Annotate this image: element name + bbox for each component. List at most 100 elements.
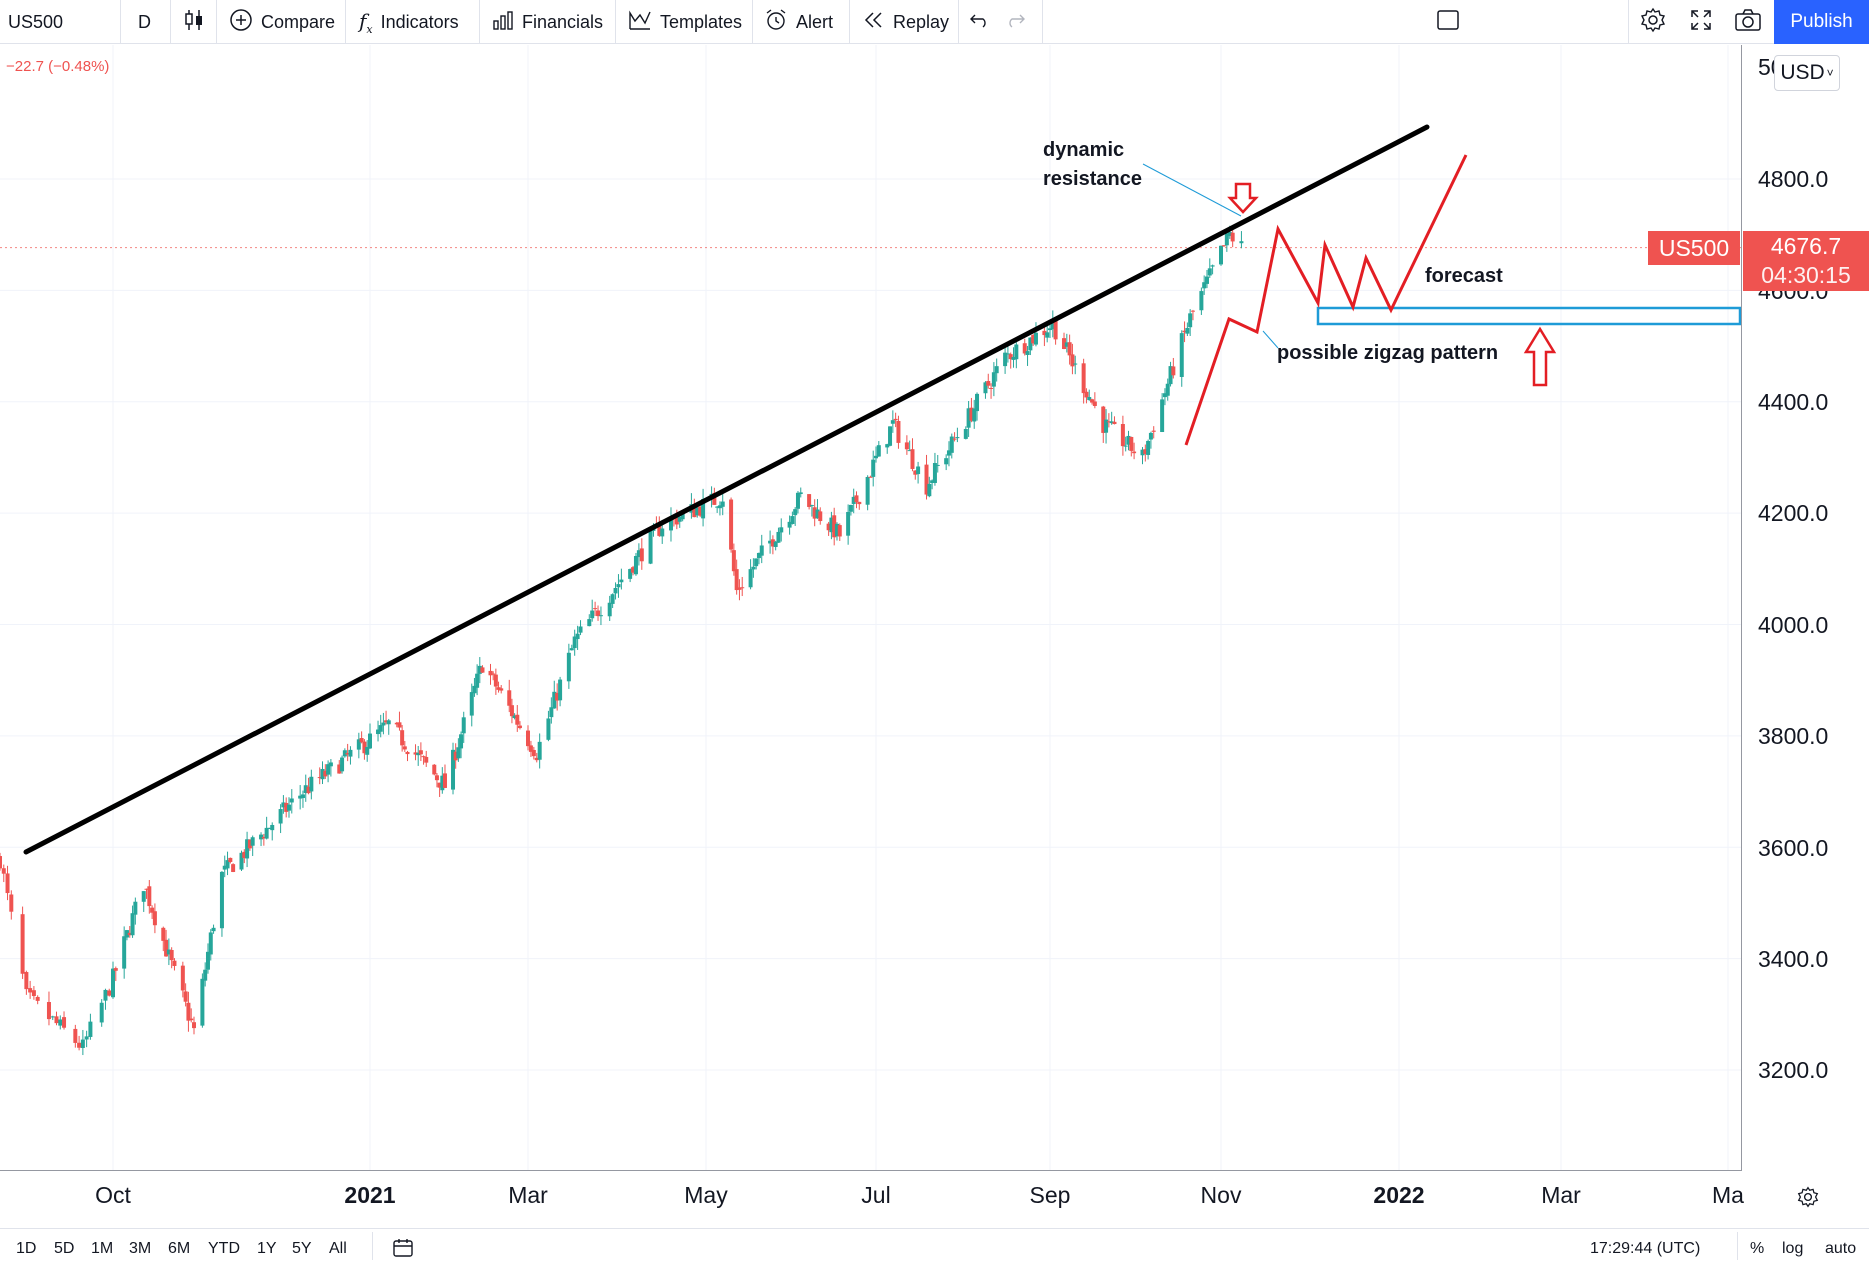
range-1d[interactable]: 1D bbox=[16, 1240, 37, 1257]
indicators-label: Indicators bbox=[380, 11, 459, 32]
range-all[interactable]: All bbox=[329, 1240, 347, 1257]
candle-body bbox=[111, 968, 115, 998]
utc-clock[interactable]: 17:29:44 (UTC) bbox=[1590, 1240, 1701, 1257]
candle-body bbox=[1165, 383, 1170, 396]
range-5d[interactable]: 5D bbox=[54, 1240, 75, 1257]
gear-icon bbox=[1797, 1186, 1819, 1212]
candle-body bbox=[633, 556, 638, 575]
candle-body bbox=[46, 1002, 51, 1020]
candle-body bbox=[972, 408, 977, 422]
bottom-divider bbox=[372, 1232, 373, 1260]
toolbar-divider bbox=[615, 0, 616, 44]
compare-button[interactable]: Compare bbox=[229, 0, 335, 44]
candle-body bbox=[278, 809, 283, 824]
candle-body bbox=[317, 777, 322, 779]
candle-body bbox=[1224, 233, 1229, 246]
candle-body bbox=[1202, 282, 1207, 289]
candle-body bbox=[164, 939, 169, 957]
candle-body bbox=[770, 539, 775, 547]
candle-body bbox=[587, 619, 592, 627]
chart-type-button[interactable] bbox=[183, 0, 205, 44]
candle-body bbox=[62, 1017, 67, 1028]
fullscreen-button[interactable] bbox=[1689, 0, 1713, 44]
candle-body bbox=[200, 978, 205, 1026]
candle-body bbox=[924, 464, 929, 495]
candle-body bbox=[342, 750, 347, 757]
candle-body bbox=[549, 707, 554, 718]
candle-body bbox=[893, 418, 898, 421]
down-arrow-icon bbox=[1227, 182, 1259, 214]
replay-button[interactable]: Replay bbox=[863, 0, 949, 44]
candle-body bbox=[147, 886, 152, 907]
candle-body bbox=[1053, 320, 1058, 340]
redo-button[interactable] bbox=[1004, 0, 1026, 44]
candle-body bbox=[222, 865, 227, 870]
bar-countdown: 04:30:15 bbox=[1761, 262, 1851, 288]
price-chart[interactable] bbox=[0, 45, 1741, 1170]
alert-button[interactable]: Alert bbox=[764, 0, 833, 44]
financials-button[interactable]: Financials bbox=[492, 0, 603, 44]
log-toggle[interactable]: log bbox=[1782, 1240, 1804, 1257]
candle-body bbox=[759, 545, 764, 556]
range-6m[interactable]: 6M bbox=[168, 1240, 191, 1257]
candle-body bbox=[300, 794, 305, 799]
candle-body bbox=[477, 665, 482, 674]
candle-body bbox=[113, 968, 118, 971]
candle-body bbox=[1219, 245, 1223, 265]
candle-body bbox=[1109, 421, 1114, 424]
candle-body bbox=[720, 501, 725, 507]
candle-body bbox=[1168, 366, 1173, 385]
candle-body bbox=[1104, 419, 1109, 433]
candle-body bbox=[1230, 232, 1235, 242]
layout-button[interactable] bbox=[1436, 0, 1460, 44]
templates-button[interactable]: Templates bbox=[628, 0, 742, 44]
undo-button[interactable] bbox=[969, 0, 991, 44]
toolbar-divider bbox=[1042, 0, 1043, 44]
percent-toggle[interactable]: % bbox=[1750, 1240, 1765, 1257]
replay-label: Replay bbox=[893, 11, 950, 32]
plus-circle-icon bbox=[229, 8, 253, 37]
snapshot-button[interactable] bbox=[1734, 0, 1762, 44]
candle-body bbox=[1101, 406, 1106, 433]
time-label: Oct bbox=[95, 1182, 131, 1208]
price-axis[interactable] bbox=[1741, 45, 1869, 1171]
auto-toggle[interactable]: auto bbox=[1825, 1240, 1857, 1257]
candle-body bbox=[575, 633, 580, 640]
candle-body bbox=[677, 517, 682, 522]
candle-body bbox=[203, 969, 208, 981]
candle-body bbox=[141, 891, 146, 902]
range-1m[interactable]: 1M bbox=[91, 1240, 114, 1257]
axis-settings-button[interactable] bbox=[1797, 1186, 1819, 1213]
candle-body bbox=[636, 550, 641, 558]
candle-body bbox=[809, 505, 814, 507]
range-ytd[interactable]: YTD bbox=[208, 1240, 240, 1257]
annotation-dynamic: dynamic bbox=[1043, 139, 1125, 161]
range-1y[interactable]: 1Y bbox=[257, 1240, 277, 1257]
candle-body bbox=[1171, 366, 1176, 376]
candle-body bbox=[192, 1022, 197, 1029]
candle-body bbox=[986, 380, 991, 386]
toolbar-divider bbox=[1628, 0, 1629, 44]
range-5y[interactable]: 5Y bbox=[292, 1240, 312, 1257]
candle-body bbox=[829, 517, 834, 533]
indicators-button[interactable]: fx Indicators bbox=[359, 0, 459, 44]
range-3m[interactable]: 3M bbox=[129, 1240, 152, 1257]
candle-body bbox=[910, 449, 915, 469]
candle-body bbox=[459, 734, 464, 749]
goto-date-button[interactable] bbox=[392, 1238, 414, 1263]
settings-button[interactable] bbox=[1640, 0, 1666, 44]
candle-body bbox=[871, 459, 876, 477]
candle-body bbox=[1022, 343, 1027, 354]
candle-body bbox=[107, 990, 112, 996]
candle-body bbox=[405, 751, 410, 755]
symbol-search[interactable]: US500 bbox=[8, 0, 63, 44]
candle-body bbox=[569, 648, 574, 651]
interval-button[interactable]: D bbox=[138, 0, 151, 44]
candle-body bbox=[930, 480, 935, 483]
candle-body bbox=[1160, 399, 1165, 433]
publish-button[interactable]: Publish bbox=[1774, 0, 1869, 44]
currency-selector[interactable]: USD ˅ bbox=[1774, 55, 1840, 91]
candle-body bbox=[1148, 432, 1153, 440]
candle-body bbox=[309, 776, 314, 792]
candle-body bbox=[1126, 435, 1131, 445]
